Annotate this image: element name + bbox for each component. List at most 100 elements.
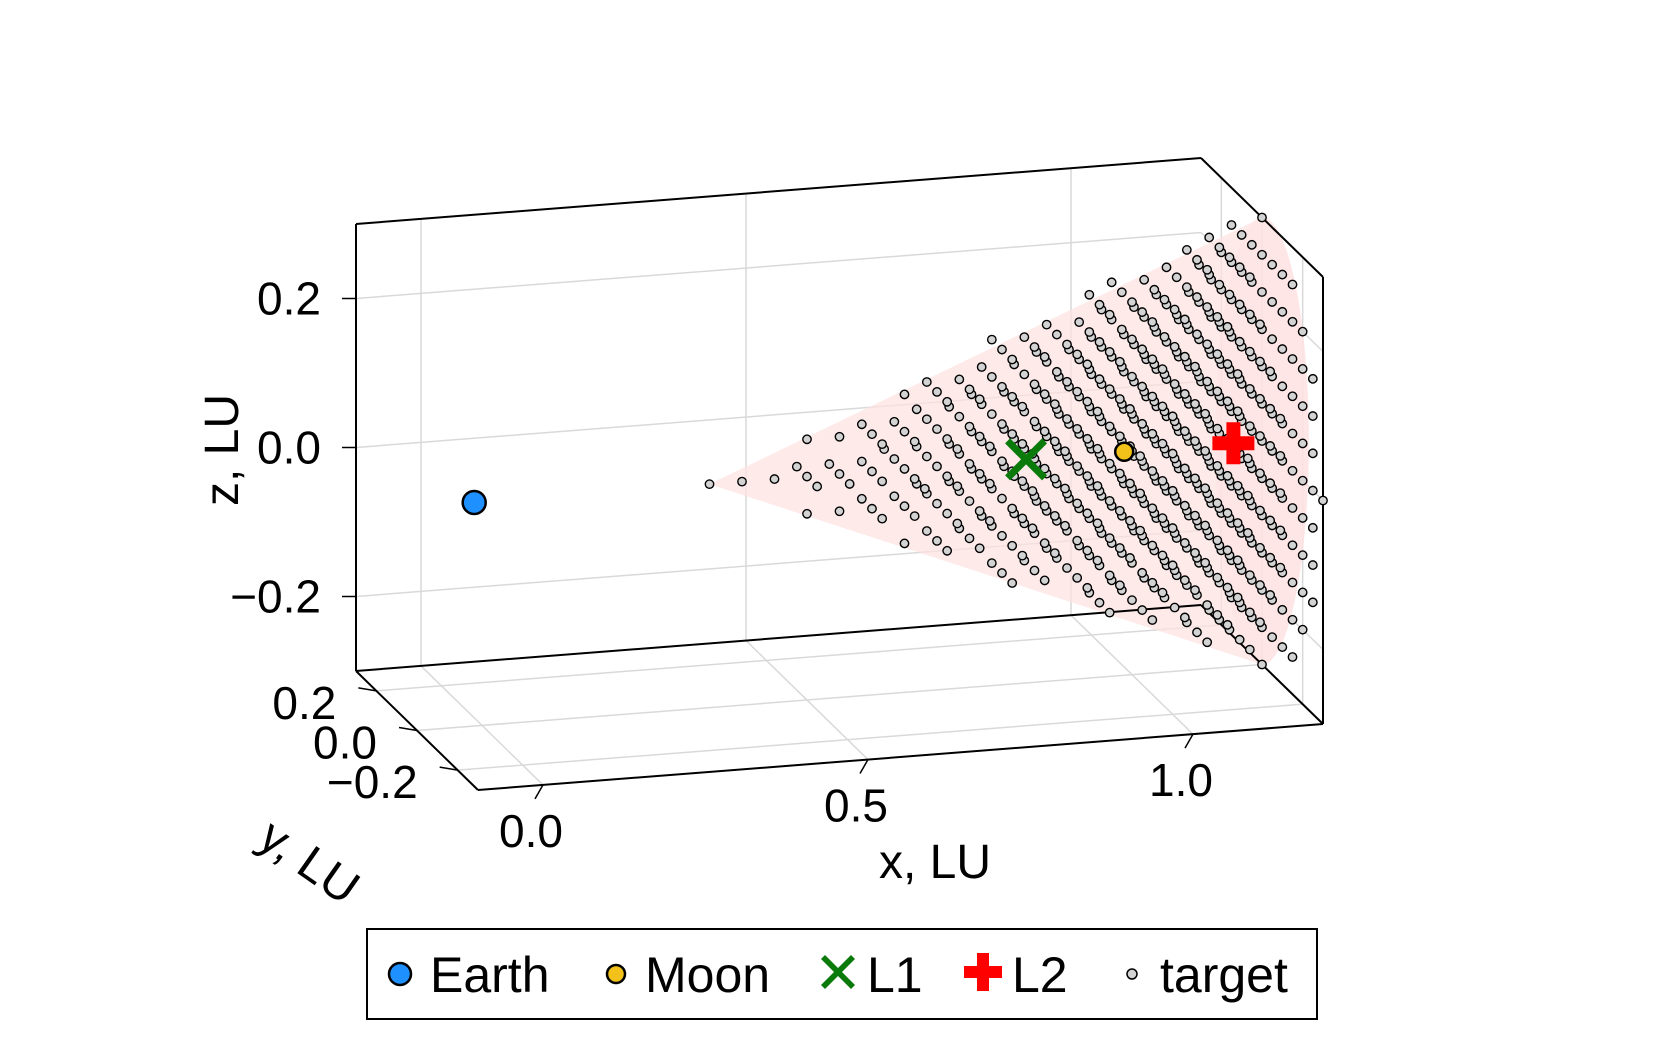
- y-tick-label: −0.2: [327, 756, 418, 808]
- y-tick-label: 0.0: [313, 717, 377, 769]
- target-point: [986, 334, 997, 345]
- target-point: [1060, 446, 1070, 457]
- target-point: [1222, 396, 1233, 407]
- target-point: [1167, 560, 1178, 571]
- target-point: [1190, 361, 1200, 372]
- target-point: [1297, 624, 1308, 635]
- target-point: [1125, 515, 1135, 526]
- target-point: [964, 384, 975, 395]
- moon-marker: [1113, 441, 1135, 463]
- target-point: [1277, 381, 1288, 392]
- target-point: [1017, 476, 1028, 487]
- target-point: [1212, 386, 1223, 397]
- legend-l2-marker: [964, 953, 1002, 991]
- target-point: [964, 421, 975, 432]
- target-point: [889, 491, 900, 502]
- x-tick-label: 0.0: [499, 805, 563, 857]
- target-point: [1190, 473, 1200, 484]
- target-point: [1297, 438, 1308, 449]
- grid-line-y-floor: [376, 624, 1222, 692]
- target-point: [1244, 607, 1255, 618]
- target-point: [1287, 614, 1298, 625]
- target-point: [976, 362, 987, 372]
- target-point: [1200, 557, 1211, 568]
- target-point: [986, 409, 997, 420]
- data-marks: [461, 212, 1328, 670]
- target-point: [1116, 287, 1127, 298]
- target-point: [1287, 428, 1298, 439]
- target-point: [1062, 339, 1072, 350]
- target-point: [1257, 287, 1267, 297]
- target-point: [1244, 421, 1255, 432]
- target-point: [769, 474, 780, 484]
- target-point: [1072, 572, 1083, 583]
- target-point: [1104, 607, 1115, 618]
- target-point: [932, 386, 942, 397]
- target-point: [1255, 356, 1265, 367]
- target-point: [1265, 552, 1276, 563]
- legend-target-marker: [1126, 968, 1138, 980]
- x-tick-label: 1.0: [1149, 754, 1213, 806]
- target-point: [1202, 302, 1213, 312]
- target-point: [1307, 560, 1318, 570]
- target-point: [1244, 272, 1255, 283]
- target-point: [1192, 254, 1202, 265]
- target-point: [1204, 232, 1215, 243]
- target-point: [899, 426, 910, 437]
- target-point: [889, 454, 900, 464]
- target-point: [1234, 299, 1245, 310]
- target-point: [909, 473, 920, 484]
- target-point: [1167, 448, 1178, 459]
- target-point: [984, 516, 995, 526]
- target-point: [1275, 562, 1286, 573]
- target-point: [932, 424, 942, 435]
- target-point: [1169, 602, 1180, 613]
- target-point: [1082, 582, 1093, 593]
- target-point: [1127, 595, 1137, 606]
- target-point: [1082, 396, 1093, 407]
- x-tick-label: 0.5: [824, 780, 888, 832]
- target-point: [1307, 373, 1318, 384]
- earth-marker: [461, 489, 487, 516]
- target-point: [1137, 344, 1148, 355]
- target-point: [1039, 463, 1050, 474]
- target-point: [1147, 354, 1158, 365]
- legend-l2-label: L2: [1012, 947, 1068, 1003]
- target-point: [1275, 450, 1286, 461]
- target-point: [952, 444, 963, 454]
- target-point: [1125, 553, 1135, 563]
- target-point: [921, 377, 932, 387]
- target-point: [1287, 465, 1298, 476]
- target-point: [1072, 423, 1083, 434]
- target-point: [1179, 500, 1190, 511]
- target-point: [1049, 399, 1060, 410]
- target-point: [974, 394, 985, 405]
- target-point: [867, 429, 877, 440]
- target-point: [1167, 523, 1178, 533]
- target-point: [964, 533, 975, 544]
- box-edge: [355, 157, 1202, 225]
- target-point: [1157, 401, 1168, 412]
- target-point: [1029, 565, 1040, 576]
- target-point: [942, 396, 953, 407]
- target-point: [952, 481, 963, 492]
- target-point: [1019, 369, 1030, 380]
- target-point: [1200, 408, 1211, 419]
- target-point: [932, 461, 942, 472]
- target-point: [1275, 488, 1286, 499]
- target-point: [899, 538, 910, 549]
- target-point: [997, 493, 1007, 504]
- z-axis-title: z, LU: [196, 394, 249, 506]
- target-point: [1190, 510, 1200, 521]
- target-point: [1267, 632, 1278, 643]
- target-point: [1159, 294, 1170, 305]
- target-point: [1232, 555, 1243, 566]
- box-edge: [477, 723, 1324, 791]
- target-point: [1072, 498, 1083, 509]
- target-point: [1084, 327, 1095, 337]
- target-point: [1082, 471, 1093, 481]
- target-point: [1212, 312, 1223, 322]
- target-point: [932, 498, 942, 509]
- x-tick-mark: [1184, 733, 1194, 749]
- target-point: [1092, 406, 1103, 417]
